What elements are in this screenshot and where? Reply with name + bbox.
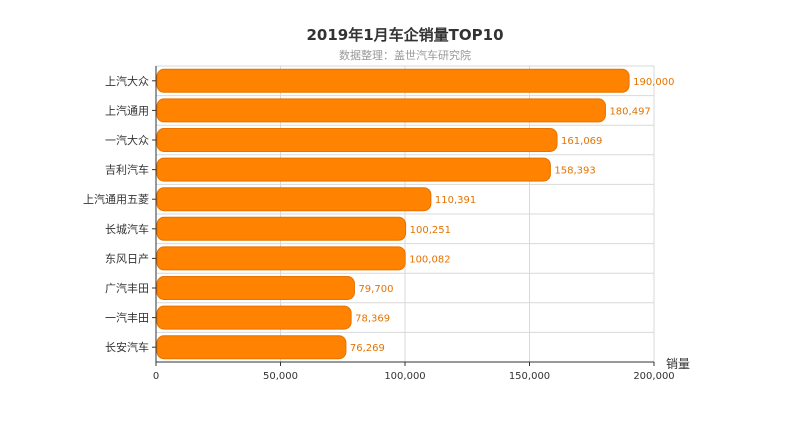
x-axis-title: 销量 bbox=[666, 357, 690, 371]
data-label: 180,497 bbox=[609, 106, 650, 117]
category-label: 上汽通用 bbox=[105, 103, 149, 117]
bar-7 bbox=[156, 276, 355, 300]
category-label: 一汽大众 bbox=[105, 133, 149, 147]
data-label: 100,251 bbox=[410, 225, 451, 236]
data-label: 76,269 bbox=[350, 343, 385, 354]
data-label: 110,391 bbox=[435, 195, 476, 206]
category-label: 东风日产 bbox=[105, 251, 149, 265]
data-label: 161,069 bbox=[561, 136, 602, 147]
data-label: 190,000 bbox=[633, 77, 674, 88]
bar-0 bbox=[156, 68, 630, 93]
chart-title: 2019年1月车企销量TOP10 bbox=[306, 26, 504, 44]
category-label: 长城汽车 bbox=[105, 222, 149, 236]
x-tick-label: 100,000 bbox=[384, 371, 425, 382]
category-label: 吉利汽车 bbox=[105, 163, 149, 177]
category-label: 上汽通用五菱 bbox=[83, 192, 149, 206]
bar-8 bbox=[156, 305, 352, 330]
x-tick-label: 150,000 bbox=[509, 371, 550, 382]
bar-5 bbox=[156, 216, 407, 241]
bar-2 bbox=[156, 128, 558, 152]
bar-4 bbox=[156, 187, 432, 212]
data-label: 79,700 bbox=[358, 284, 393, 295]
bar-3 bbox=[156, 157, 551, 182]
category-label: 上汽大众 bbox=[105, 74, 149, 88]
x-tick-label: 200,000 bbox=[633, 371, 674, 382]
data-label: 78,369 bbox=[355, 314, 390, 325]
x-tick-label: 50,000 bbox=[263, 371, 298, 382]
category-label: 广汽丰田 bbox=[105, 281, 149, 295]
data-label: 158,393 bbox=[554, 166, 595, 177]
x-tick-label: 0 bbox=[153, 371, 159, 382]
bar-6 bbox=[156, 246, 406, 271]
category-label: 一汽丰田 bbox=[105, 311, 149, 325]
category-label: 长安汽车 bbox=[105, 340, 149, 354]
chart-subtitle: 数据整理：盖世汽车研究院 bbox=[339, 49, 471, 62]
bar-1 bbox=[156, 98, 606, 123]
data-label: 100,082 bbox=[409, 254, 450, 265]
bar-9 bbox=[156, 335, 347, 360]
